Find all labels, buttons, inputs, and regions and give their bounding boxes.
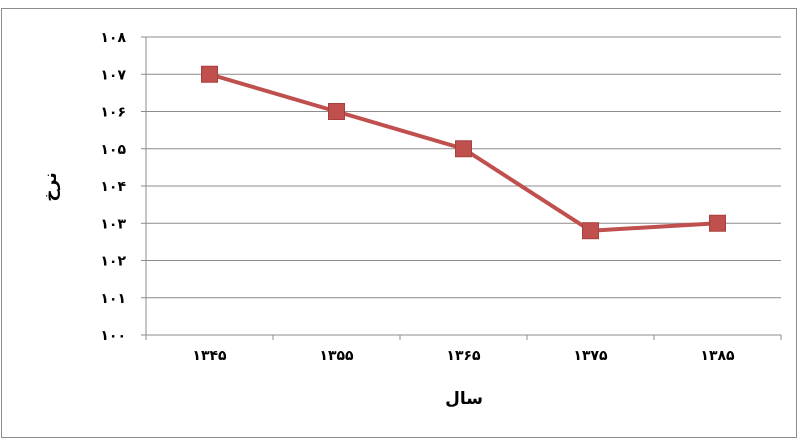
x-tick-labels: ۱۳۴۵ ۱۳۵۵ ۱۳۶۵ ۱۳۷۵ ۱۳۸۵ bbox=[192, 348, 735, 364]
y-tick-label: ۱۰۲ bbox=[100, 254, 126, 270]
data-series bbox=[201, 65, 726, 240]
y-tick-label: ۱۰۶ bbox=[100, 105, 126, 121]
axes bbox=[141, 36, 782, 340]
y-tick-label: ۱۰۴ bbox=[100, 179, 126, 195]
x-tick-label: ۱۳۶۵ bbox=[446, 348, 481, 364]
y-tick-label: ۱۰۰ bbox=[100, 328, 126, 344]
data-point-marker bbox=[201, 65, 218, 83]
data-point-marker bbox=[328, 103, 345, 120]
x-tick-label: ۱۳۸۵ bbox=[700, 348, 735, 364]
y-tick-label: ۱۰۷ bbox=[100, 67, 126, 83]
x-axis-title: سال bbox=[445, 389, 483, 409]
y-tick-label: ۱۰۳ bbox=[100, 216, 126, 232]
x-tick-label: ۱۳۵۵ bbox=[319, 348, 354, 364]
y-tick-label: ۱۰۸ bbox=[100, 30, 126, 46]
y-tick-label: ۱۰۵ bbox=[100, 142, 126, 158]
data-point-marker bbox=[709, 214, 726, 232]
y-tick-label: ۱۰۱ bbox=[100, 291, 126, 307]
y-tick-labels: ۱۰۰ ۱۰۱ ۱۰۲ ۱۰۳ ۱۰۴ ۱۰۵ ۱۰۶ ۱۰۷ ۱۰۸ bbox=[100, 30, 126, 344]
x-tick-label: ۱۳۴۵ bbox=[192, 348, 227, 364]
data-point-marker bbox=[455, 140, 472, 158]
gridlines bbox=[146, 36, 781, 299]
data-point-marker bbox=[582, 222, 599, 240]
x-tick-label: ۱۳۷۵ bbox=[573, 348, 608, 364]
y-axis-title: نرخ bbox=[41, 172, 61, 201]
